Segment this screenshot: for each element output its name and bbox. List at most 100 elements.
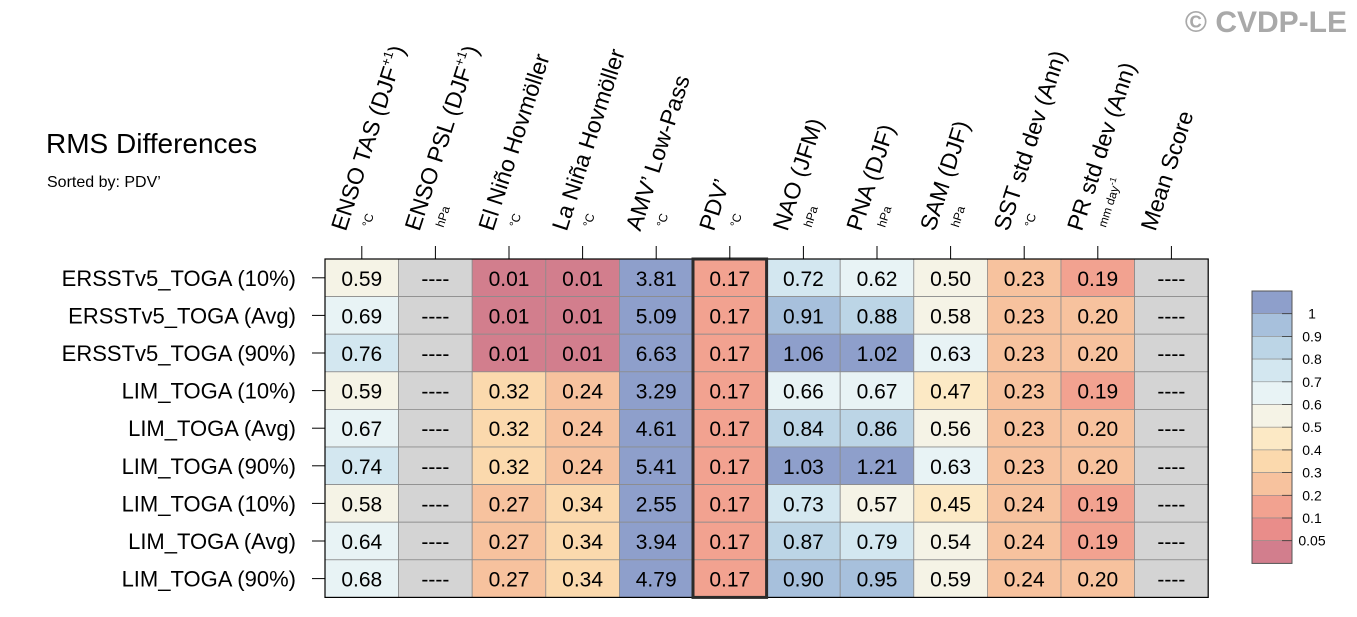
cell-value-label: 1.03	[783, 456, 824, 479]
colorbar-swatch	[1251, 540, 1293, 564]
cell-value-label: 0.24	[562, 381, 603, 404]
heatmap-cell	[839, 521, 915, 561]
cell-value-label: 0.63	[930, 343, 971, 366]
heatmap-cell	[987, 521, 1062, 561]
column-unit: hPa	[801, 204, 821, 229]
cell-value-label: 0.23	[1004, 456, 1045, 479]
column-unit: hPa	[875, 204, 895, 229]
column-unit: hPa	[433, 204, 453, 229]
heatmap-cell	[1134, 258, 1209, 297]
cell-value-label: ----	[1157, 381, 1185, 404]
cell-value-label: 0.59	[341, 381, 382, 404]
row-label: LIM_TOGA (90%)	[122, 567, 296, 592]
heatmap-cell	[471, 371, 547, 410]
cell-value-label: 1.02	[857, 343, 898, 366]
heatmap-cell	[619, 559, 694, 598]
cell-value-label: 0.23	[1004, 305, 1045, 328]
cell-value-label: 0.17	[709, 456, 750, 479]
heatmap-cell	[766, 296, 841, 335]
cell-value-label: 0.34	[562, 569, 603, 592]
cell-value-label: 0.23	[1004, 268, 1045, 291]
cell-value-label: ----	[1157, 456, 1185, 479]
cell-value-label: 2.55	[636, 493, 677, 516]
cell-value-label: 0.59	[341, 268, 382, 291]
cell-value-label: 0.20	[1077, 456, 1118, 479]
column-header: SST std dev (Ann)	[988, 47, 1071, 233]
cell-value-label: ----	[421, 418, 449, 441]
column-unit: °C	[359, 211, 377, 228]
colorbar-swatch	[1251, 358, 1293, 383]
cell-value-label: 0.17	[709, 418, 750, 441]
cell-value-label: 0.45	[930, 493, 971, 516]
cell-value-label: 0.67	[857, 381, 898, 404]
cell-value-label: 0.86	[857, 418, 898, 441]
heatmap-cell	[471, 333, 547, 373]
cell-value-label: ----	[421, 268, 449, 291]
heatmap-cell	[398, 258, 473, 297]
heatmap-cell	[324, 333, 399, 373]
heatmap-cell	[1134, 484, 1209, 523]
colorbar-swatch	[1251, 426, 1293, 451]
heatmap-cell	[324, 408, 399, 448]
cell-value-label: ----	[1157, 343, 1185, 366]
cell-value-label: 3.29	[636, 381, 677, 404]
cell-value-label: 0.73	[783, 493, 824, 516]
heatmap-cell	[913, 296, 988, 335]
heatmap-cell	[619, 521, 694, 561]
cell-value-label: 0.27	[489, 493, 530, 516]
column-header: El Niño Hovmöller	[473, 50, 555, 233]
row-label: LIM_TOGA (90%)	[122, 454, 296, 479]
cell-value-label: 0.59	[930, 569, 971, 592]
cell-value-label: 0.47	[930, 381, 971, 404]
colorbar-label: 0.3	[1302, 465, 1322, 481]
cell-value-label: 0.90	[783, 569, 824, 592]
cell-value-label: 0.24	[1004, 569, 1045, 592]
cell-value-label: 0.17	[709, 268, 750, 291]
column-unit: °C	[1022, 211, 1040, 228]
cell-value-label: 0.84	[783, 418, 824, 441]
cell-value-label: 6.63	[636, 343, 677, 366]
cell-value-label: 0.01	[562, 305, 603, 328]
cell-value-label: ----	[1157, 569, 1185, 592]
heatmap-cell	[766, 446, 841, 485]
chart-subtitle: Sorted by: PDV’	[47, 174, 161, 191]
cell-value-label: 0.79	[857, 531, 898, 554]
heatmap-cell	[398, 371, 473, 410]
cell-value-label: 0.01	[562, 268, 603, 291]
cell-value-label: 0.95	[857, 569, 898, 592]
cell-value-label: 0.34	[562, 493, 603, 516]
heatmap-cell	[692, 446, 767, 485]
row-label: LIM_TOGA (10%)	[122, 379, 296, 404]
heatmap-cell	[1060, 408, 1135, 448]
column-header: AMV’ Low-Pass	[620, 72, 695, 234]
heatmap-cell	[839, 446, 915, 485]
cell-value-label: ----	[421, 381, 449, 404]
heatmap-cell	[545, 521, 620, 561]
cell-value-label: ----	[1157, 305, 1185, 328]
cell-value-label: 0.24	[562, 418, 603, 441]
heatmap-cell	[1134, 559, 1209, 598]
cell-value-label: 0.20	[1077, 569, 1118, 592]
heatmap-cell	[545, 446, 620, 485]
heatmap-cell	[545, 333, 620, 373]
cell-value-label: 0.17	[709, 305, 750, 328]
cell-value-label: 1.21	[857, 456, 898, 479]
heatmap-cell	[1060, 446, 1135, 485]
heatmap-cell	[692, 296, 767, 335]
heatmap-cell	[913, 333, 988, 373]
heatmap-cell	[545, 559, 620, 598]
colorbar-swatch	[1251, 381, 1293, 405]
cell-value-label: 0.01	[489, 343, 530, 366]
heatmap-cell	[987, 408, 1062, 448]
heatmap-cell	[471, 559, 547, 598]
cell-value-label: ----	[421, 343, 449, 366]
cell-value-label: 0.24	[562, 456, 603, 479]
heatmap-cell	[545, 484, 620, 523]
colorbar-label: 0.6	[1302, 397, 1322, 413]
cell-value-label: ----	[421, 531, 449, 554]
column-unit: hPa	[948, 204, 968, 229]
cell-value-label: 0.57	[857, 493, 898, 516]
heatmap-cell	[324, 446, 399, 485]
cell-value-label: 0.64	[341, 531, 382, 554]
cell-value-label: ----	[421, 456, 449, 479]
